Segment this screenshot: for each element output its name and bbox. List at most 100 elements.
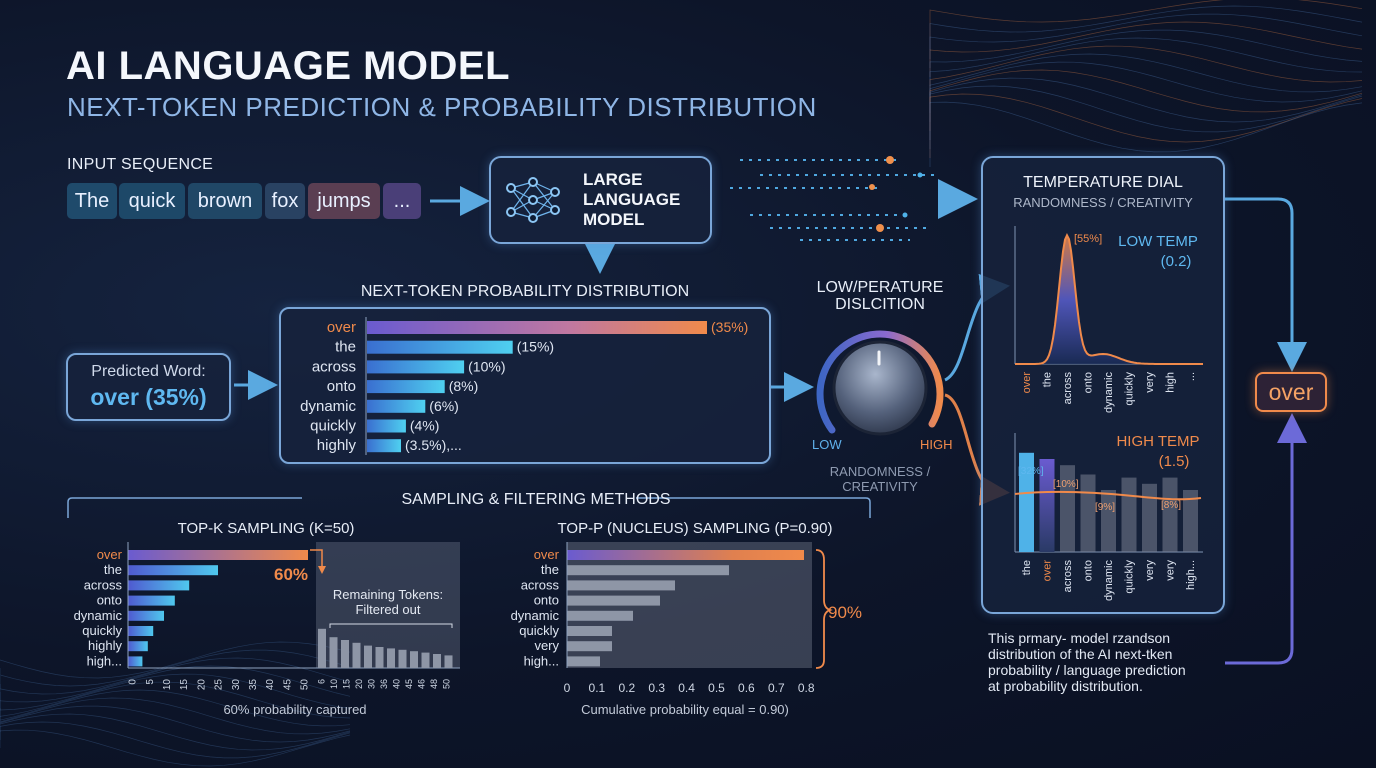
topk-category-label: across [84, 577, 123, 592]
distribution-category-label: dynamic [300, 398, 356, 415]
dial-ring [816, 330, 944, 434]
distribution-value-label: (10%) [468, 358, 505, 374]
hightemp-value-label: [32%] [1018, 466, 1044, 477]
topk-tick-label: 45 [404, 679, 414, 689]
distribution-category-label: highly [317, 437, 357, 454]
dial-title-line2: DISLCITION [835, 296, 925, 313]
distribution-bar [367, 380, 445, 394]
token-chip: The [67, 183, 117, 219]
note-line4: at probability distribution. [988, 678, 1143, 694]
temperature-dial[interactable] [800, 320, 960, 460]
topk-title: TOP-K SAMPLING (K=50) [177, 520, 355, 537]
topk-category-label: over [97, 547, 123, 562]
topp-category-label: very [534, 638, 559, 653]
topp-bar [567, 580, 675, 591]
topp-chart: overtheacrossontodynamicquicklyveryhigh.… [511, 542, 862, 695]
topk-bar [128, 550, 308, 560]
hightemp-category-label: quickly [1123, 560, 1135, 594]
topp-tick-label: 0.7 [768, 681, 785, 695]
topp-caption: Cumulative probability equal = 0.90) [581, 702, 789, 717]
topp-bracket-label: 90% [828, 603, 862, 622]
topp-bar [567, 565, 729, 576]
hightemp-category-label: very [1144, 560, 1156, 581]
topp-bar [567, 550, 804, 560]
topk-category-label: onto [97, 593, 122, 608]
distribution-title: NEXT-TOKEN PROBABILITY DISTRIBUTION [360, 283, 690, 300]
topk-tick-label: 20 [354, 679, 364, 689]
lowtemp-title: LOW TEMP [1118, 233, 1198, 250]
topp-bar [567, 656, 600, 667]
dial-low-label: LOW [812, 437, 842, 452]
lowtemp-curve [1015, 233, 1203, 365]
topk-remaining-bar [444, 655, 453, 668]
topp-category-label: across [521, 577, 560, 592]
hightemp-category-label: very [1164, 560, 1176, 581]
page-subtitle: NEXT-TOKEN PREDICTION & PROBABILITY DIST… [67, 92, 817, 122]
sampling-section-bracket [67, 497, 871, 518]
topk-remaining-bar [364, 645, 372, 668]
topk-highlight-arrow [310, 549, 323, 568]
topk-category-label: highly [88, 638, 122, 653]
hightemp-value-label: [10%] [1053, 479, 1079, 490]
distribution-bar [367, 419, 406, 433]
topp-category-label: onto [534, 593, 559, 608]
hightemp-curve [1014, 490, 1202, 501]
temperature-title: TEMPERATURE DIAL [1023, 174, 1183, 191]
hightemp-bar [1183, 490, 1198, 552]
lowtemp-peak-label: [55%] [1074, 233, 1102, 245]
topk-remaining-bar [421, 652, 430, 668]
topk-tick-label: 40 [391, 679, 401, 689]
topk-tick-label: 45 [282, 679, 293, 691]
distribution-value-label: (8%) [449, 378, 479, 394]
topp-bar [567, 610, 633, 621]
topp-tick-label: 0 [564, 681, 571, 695]
topk-remaining-region [316, 542, 460, 668]
topp-bar [567, 595, 660, 606]
topk-tick-label: 30 [366, 679, 376, 689]
topk-bar [128, 656, 143, 667]
temperature-subtitle: RANDOMNESS / CREATIVITY [1013, 195, 1193, 210]
hightemp-category-label: dynamic [1103, 560, 1115, 601]
predicted-word-value: over (35%) [90, 384, 207, 410]
lowtemp-category-label: dynamic [1103, 372, 1115, 413]
dial-knob [832, 340, 928, 436]
note-line3: probability / language prediction [988, 662, 1186, 678]
topp-title: TOP-P (NUCLEUS) SAMPLING (P=0.90) [557, 520, 833, 537]
topp-tick-label: 0.5 [708, 681, 725, 695]
sampling-section-title: SAMPLING & FILTERING METHODS [401, 491, 671, 508]
topk-tick-label: 10 [329, 679, 339, 689]
topk-chart: overtheacrossontodynamicquicklyhighlyhig… [74, 542, 460, 691]
dial-title-line1: LOW/PERATURE [816, 279, 944, 296]
data-stream-dots [730, 156, 940, 241]
topk-bar [128, 580, 190, 591]
distribution-value-label: (4%) [410, 418, 440, 434]
dial-high-label: HIGH [920, 437, 953, 452]
topp-bracket [815, 549, 833, 669]
temperature-charts: [55%] LOW TEMP(0.2)over the across onto dynam… [1014, 226, 1203, 601]
distribution-bar [367, 340, 513, 354]
topk-remaining-bar [387, 648, 395, 668]
lowtemp-category-label: ... [1185, 372, 1197, 381]
topp-category-label: over [534, 547, 560, 562]
model-title-line1: LARGE [583, 170, 643, 189]
topk-tick-label: 5 [145, 679, 156, 685]
hightemp-value-label: [8%] [1161, 500, 1181, 511]
hightemp-category-label: the [1021, 560, 1033, 575]
topk-bar [128, 626, 154, 636]
topk-tick-label: 50 [300, 679, 311, 691]
topk-tick-label: 15 [341, 679, 351, 689]
arrow-note-to-output [1225, 413, 1307, 665]
topk-remaining-bar [318, 628, 326, 668]
topp-category-label: dynamic [511, 608, 560, 623]
topk-remaining-bar [329, 637, 338, 668]
distribution-category-label: over [327, 319, 356, 336]
token-chip: quick [119, 183, 185, 219]
temperature-panel: TEMPERATURE DIAL RANDOMNESS / CREATIVITY… [981, 156, 1225, 614]
hightemp-bar [1142, 483, 1157, 552]
dial-caption-line2: CREATIVITY [842, 479, 918, 494]
hightemp-value: (1.5) [1159, 453, 1190, 470]
dial-caption-line1: RANDOMNESS / [829, 464, 931, 479]
topk-category-label: dynamic [74, 608, 123, 623]
topk-highlight-label: 60% [274, 565, 308, 584]
distribution-bar [367, 360, 465, 374]
